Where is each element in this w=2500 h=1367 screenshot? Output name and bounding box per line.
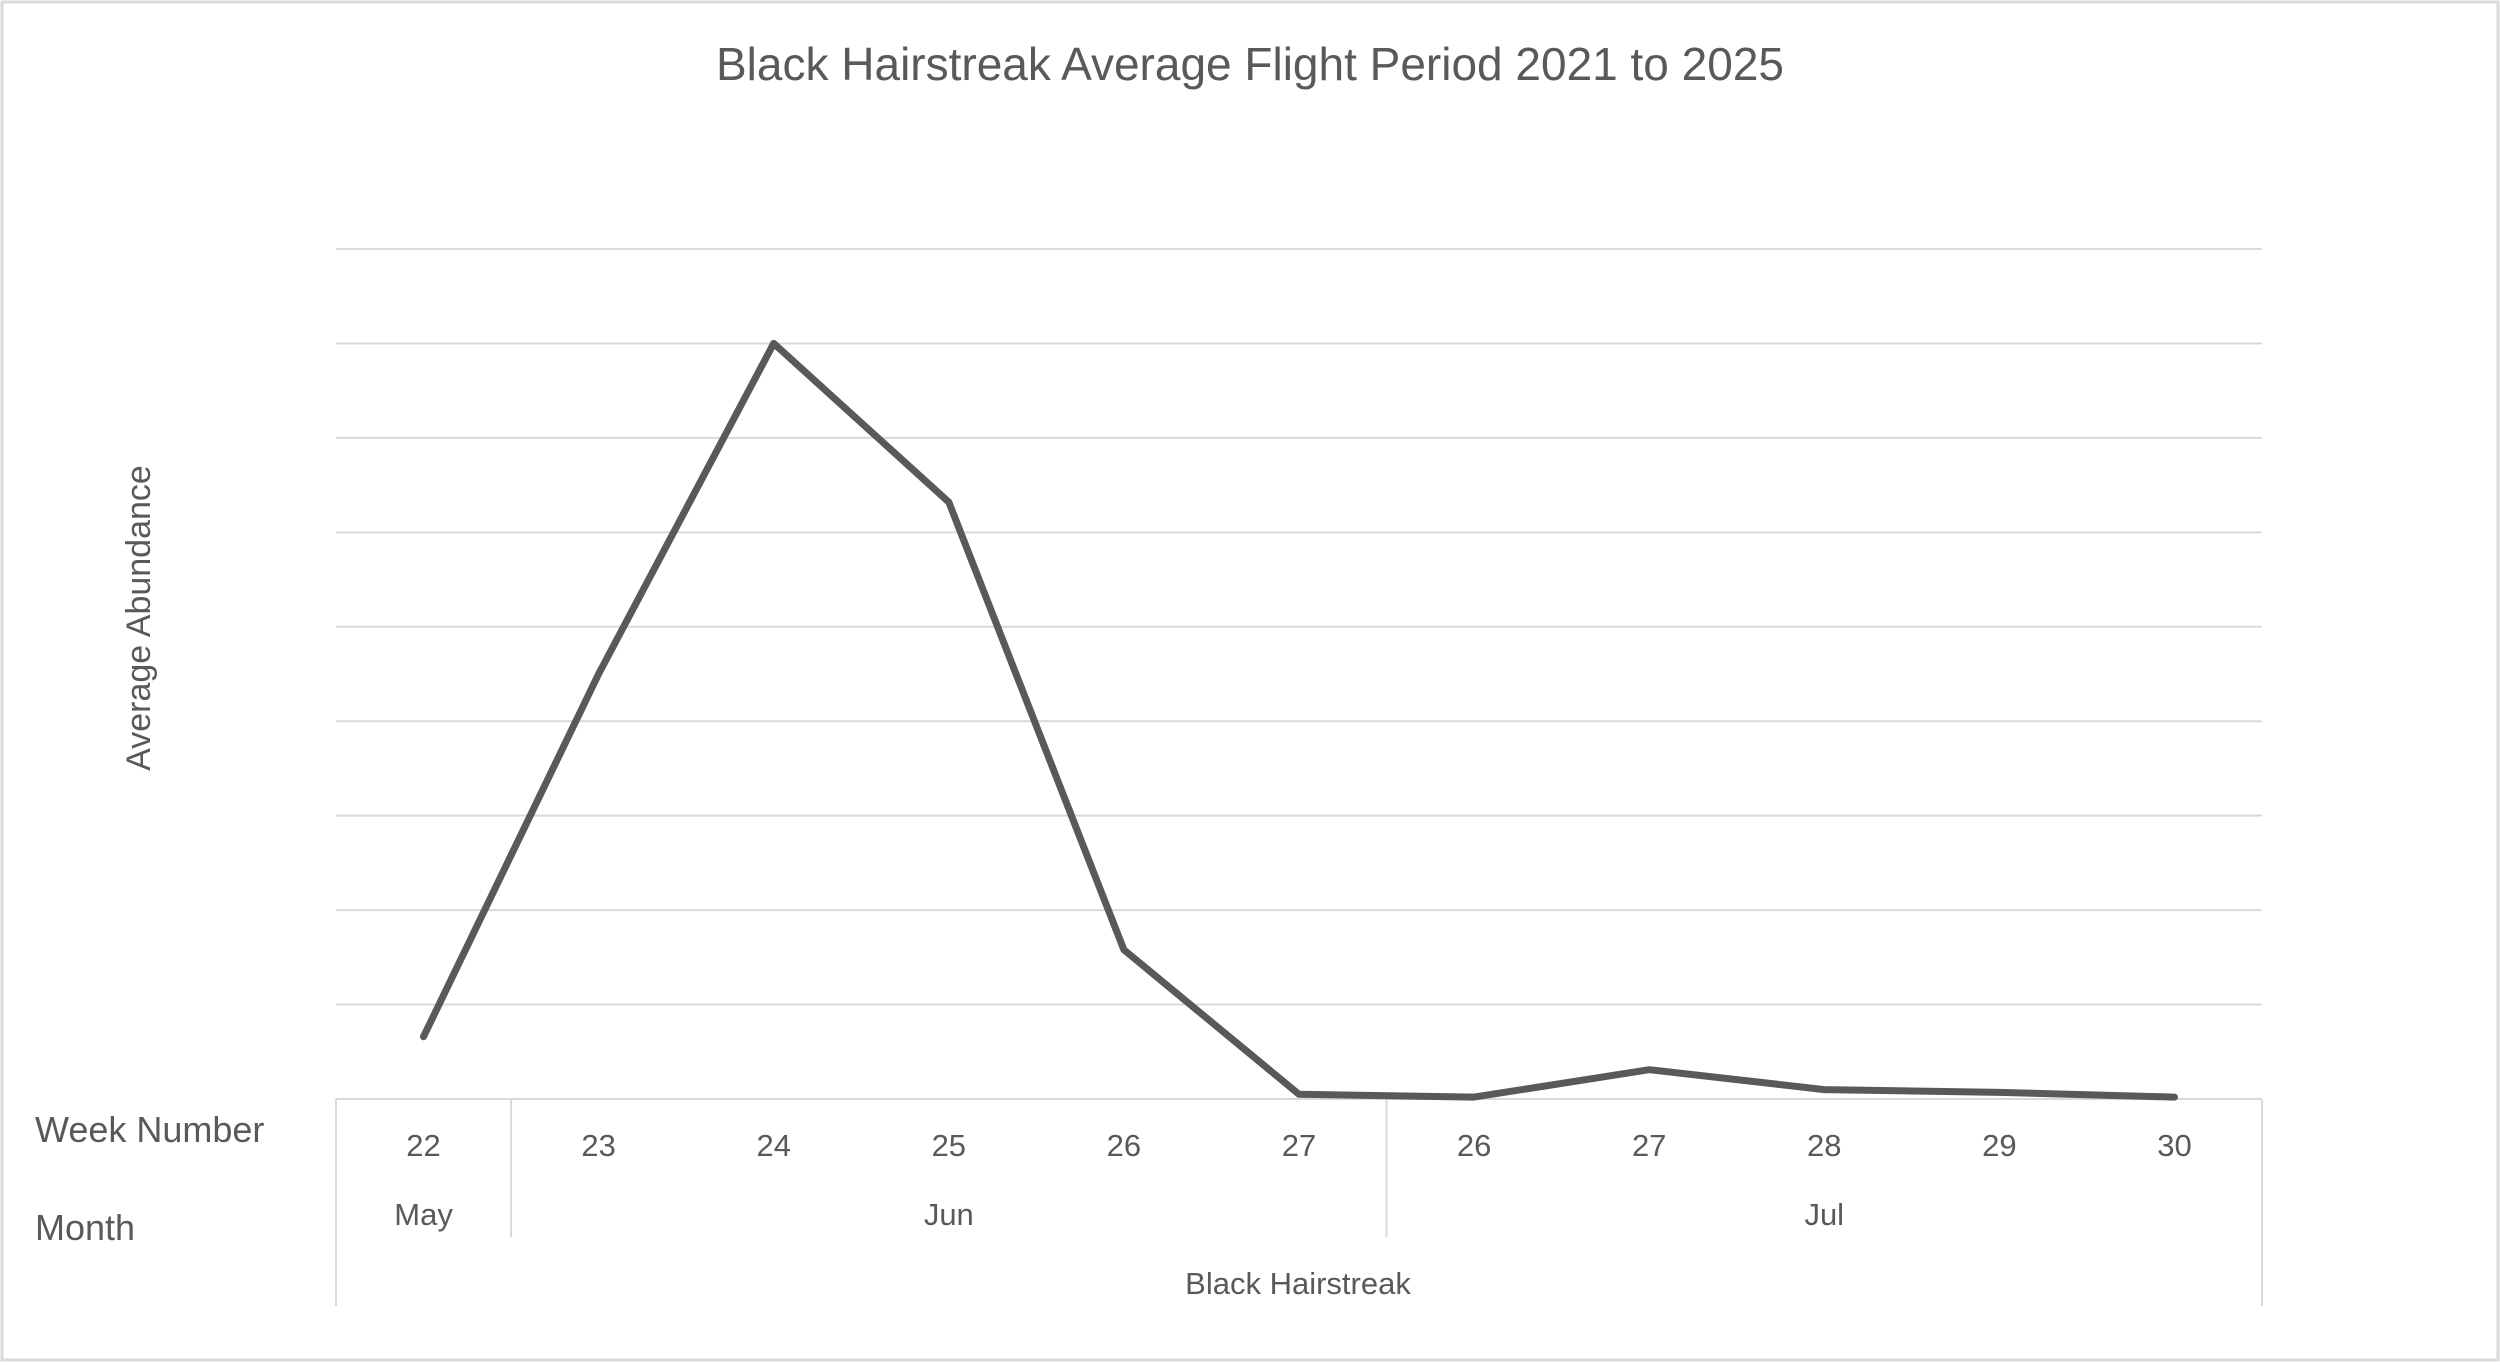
week-label: 27 <box>1632 1128 1666 1163</box>
category-axis <box>335 1098 2263 1306</box>
series-group-label: Black Hairstreak <box>1185 1266 1411 1301</box>
week-label: 23 <box>581 1128 615 1163</box>
chart-title: Black Hairstreak Average Flight Period 2… <box>716 38 1784 90</box>
week-label: 22 <box>406 1128 440 1163</box>
week-label: 26 <box>1107 1128 1141 1163</box>
week-label: 24 <box>756 1128 790 1163</box>
row-label-week-number: Week Number <box>35 1109 264 1150</box>
week-label: 29 <box>1982 1128 2016 1163</box>
month-label: Jun <box>924 1197 974 1232</box>
gridlines <box>336 248 2262 1006</box>
week-label: 25 <box>932 1128 966 1163</box>
series-line <box>420 339 2178 1101</box>
y-axis-label: Average Abundance <box>120 465 158 771</box>
series-layer <box>420 339 2178 1101</box>
week-label: 28 <box>1807 1128 1841 1163</box>
row-label-month: Month <box>35 1207 135 1248</box>
week-label: 30 <box>2157 1128 2191 1163</box>
week-label: 27 <box>1282 1128 1316 1163</box>
week-tick-labels: 22 23 24 25 26 27 26 27 28 29 30 <box>406 1128 2191 1163</box>
week-label: 26 <box>1457 1128 1491 1163</box>
month-labels: May Jun Jul <box>394 1197 1844 1232</box>
month-label: May <box>394 1197 453 1232</box>
month-label: Jul <box>1804 1197 1844 1232</box>
